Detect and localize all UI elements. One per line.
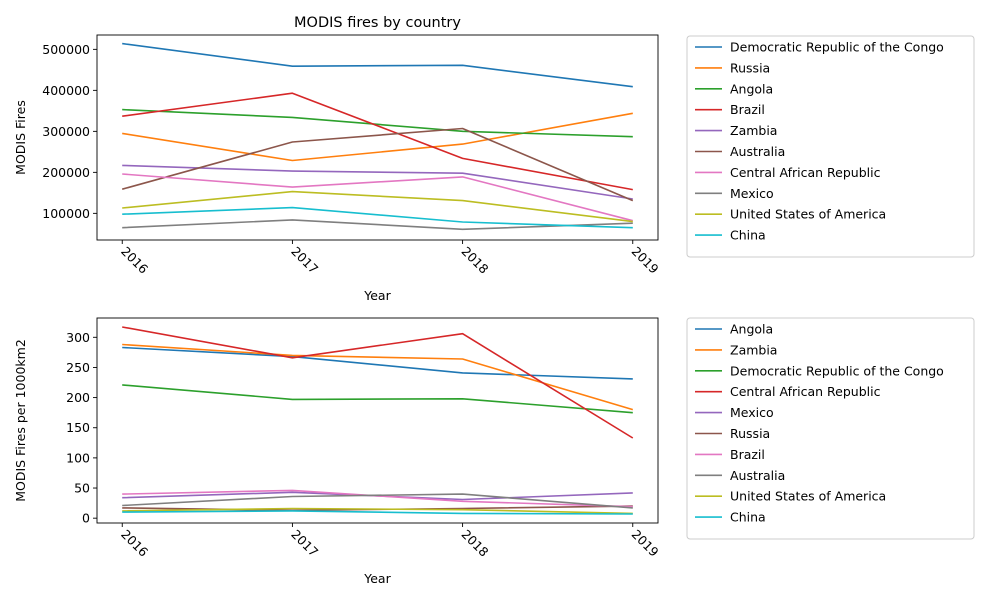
series-line [122, 190, 633, 223]
legend-label: United States of America [730, 489, 886, 504]
x-axis-label: Year [363, 288, 391, 303]
legend-label: China [730, 228, 766, 243]
legend-label: Mexico [730, 186, 774, 201]
legend-label: Zambia [730, 342, 777, 357]
series-line [122, 493, 633, 509]
series-line [122, 507, 633, 515]
y-tick-label: 300 [66, 330, 90, 345]
series-line [122, 343, 634, 411]
series-line [122, 173, 633, 222]
series-line [121, 127, 634, 202]
plot-frame [96, 34, 659, 241]
y-tick-label: 50 [74, 481, 90, 496]
series-line [122, 164, 633, 200]
legend-label: Russia [730, 426, 770, 441]
series-line [122, 384, 633, 414]
y-tick-label: 500000 [42, 42, 90, 57]
legend-label: Australia [730, 468, 785, 483]
series-line [122, 346, 633, 380]
series-line [122, 206, 633, 229]
legend-label: Angola [730, 81, 773, 96]
legend-label: United States of America [730, 207, 886, 222]
y-axis-label: MODIS Fires per 1000km2 [13, 339, 28, 502]
legend-label: Democratic Republic of the Congo [730, 40, 944, 55]
legend-label: Central African Republic [730, 384, 881, 399]
legend-label: Brazil [730, 102, 765, 117]
legend-label: Democratic Republic of the Congo [730, 363, 944, 378]
y-tick-label: 250 [66, 360, 90, 375]
y-tick-label: 300000 [42, 124, 90, 139]
legend-label: Brazil [730, 447, 765, 462]
legend-label: Zambia [730, 123, 777, 138]
series-line [122, 92, 633, 191]
x-axis-label: Year [363, 571, 391, 586]
legend: Democratic Republic of the Congo Russia An… [686, 35, 975, 258]
plot-frame [96, 317, 659, 524]
y-tick-label: 200000 [42, 165, 90, 180]
y-axis-label: MODIS Fires [13, 100, 28, 175]
series-line [122, 112, 633, 162]
y-tick-label: 100000 [42, 206, 90, 221]
legend-label: Australia [730, 144, 785, 159]
y-tick-label: 150 [66, 420, 90, 435]
y-tick-label: 200 [66, 390, 90, 405]
series-line [122, 108, 633, 138]
legend-box [686, 317, 975, 540]
y-tick-label: 400000 [42, 83, 90, 98]
legend-label: Central African Republic [730, 165, 881, 180]
series-line [122, 219, 633, 231]
legend: Angola Zambia Democratic Republic of the C… [686, 317, 975, 540]
chart-title: MODIS fires by country [294, 15, 461, 31]
legend-box [686, 35, 975, 258]
y-tick-label: 0 [82, 511, 90, 526]
legend-label: Russia [730, 60, 770, 75]
series-line [122, 42, 633, 88]
legend-label: Angola [730, 322, 773, 337]
legend-label: China [730, 510, 766, 525]
y-tick-label: 100 [66, 450, 90, 465]
legend-label: Mexico [730, 405, 774, 420]
series-line [122, 510, 633, 515]
series-line [122, 326, 634, 439]
